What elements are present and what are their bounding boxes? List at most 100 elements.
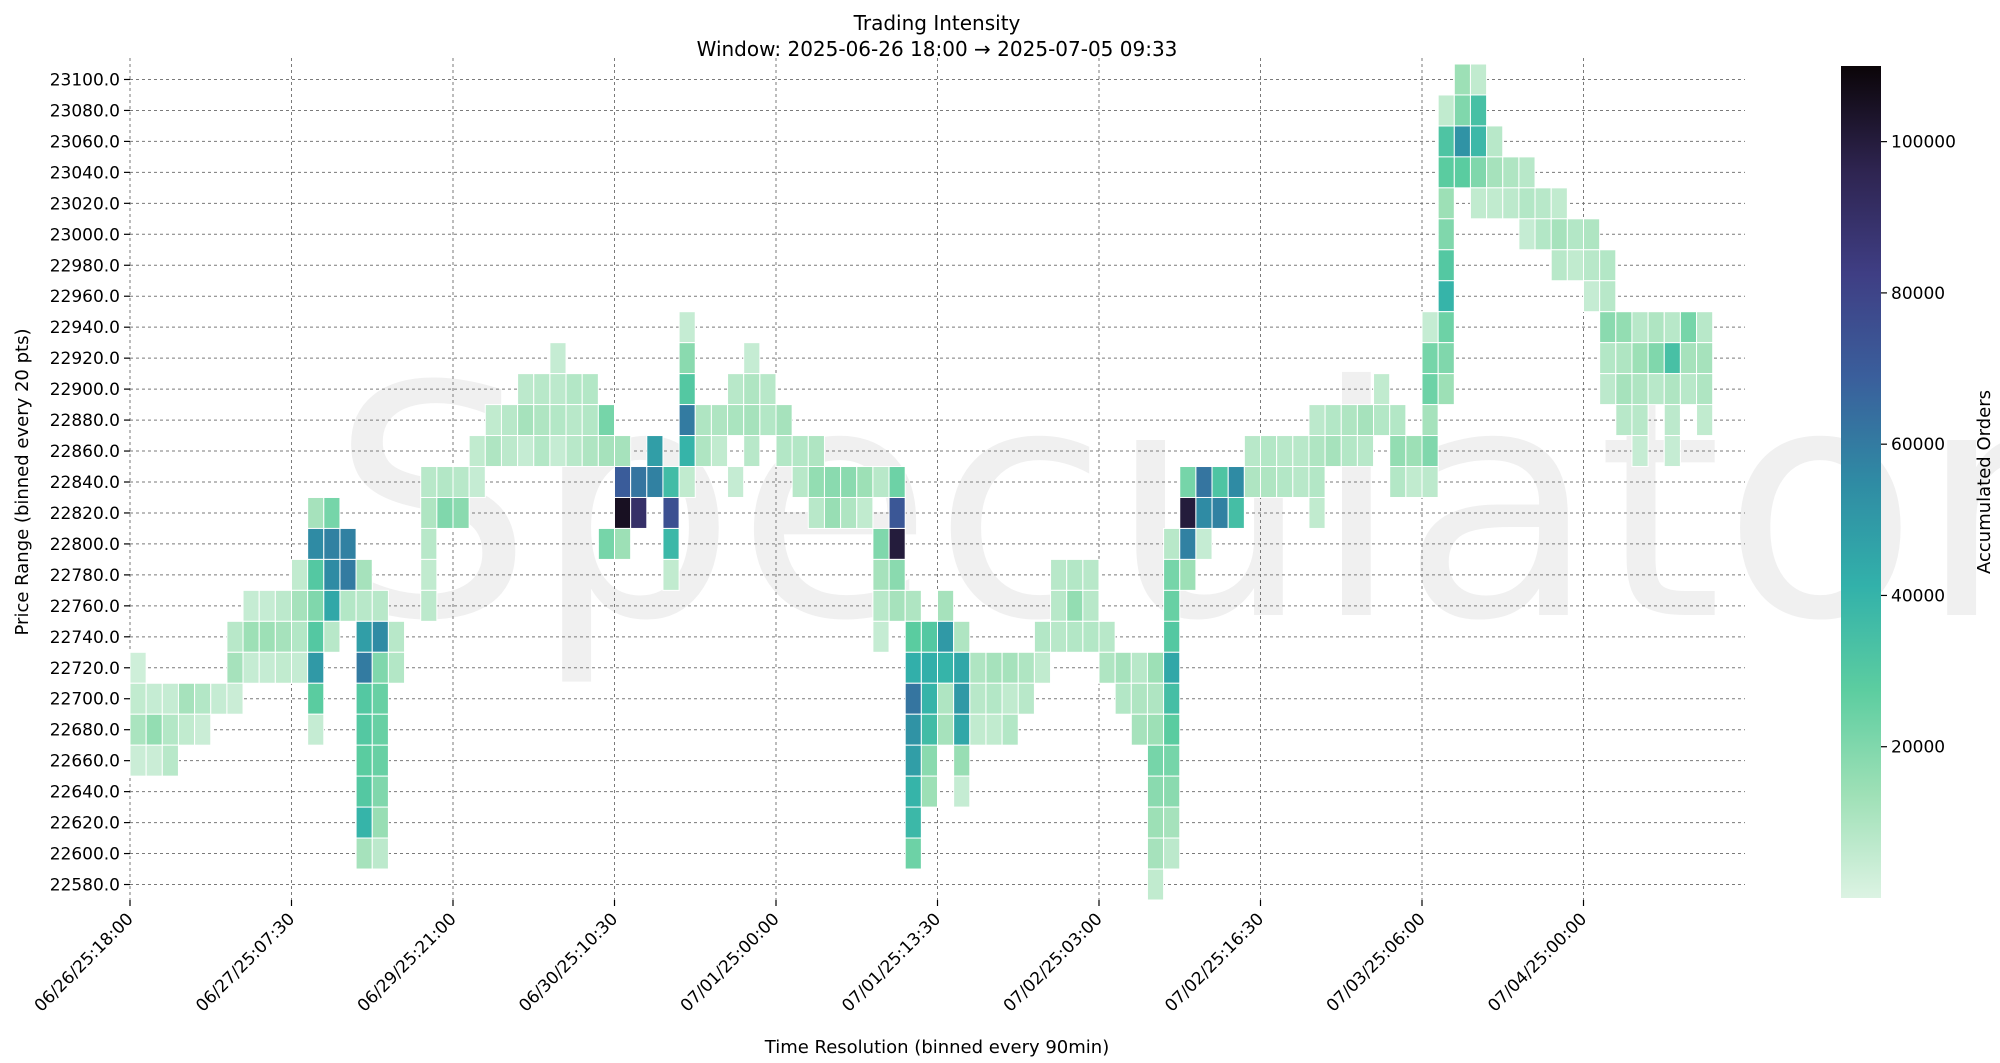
heatmap-cell (1486, 125, 1504, 158)
heatmap-cell (1179, 558, 1197, 591)
heatmap-cell (823, 496, 842, 529)
heatmap-cell (565, 435, 583, 468)
heatmap-cell (1679, 373, 1698, 406)
heatmap-cell (307, 527, 325, 560)
heatmap-cell (614, 435, 632, 468)
y-tick-label: 22680.0 (50, 721, 120, 741)
heatmap-cell (436, 496, 454, 529)
heatmap-cell (1679, 311, 1698, 344)
heatmap-cell (533, 373, 551, 406)
heatmap-cell (1308, 496, 1326, 529)
heatmap-cell (920, 744, 938, 777)
heatmap-cell (1486, 187, 1504, 220)
heatmap-cell (307, 558, 325, 591)
heatmap-cell (920, 682, 938, 715)
heatmap-cell (1502, 187, 1520, 220)
heatmap-cell (985, 651, 1003, 684)
heatmap-cell (1631, 404, 1649, 437)
heatmap-cell (291, 620, 309, 653)
heatmap-cell (1130, 713, 1148, 746)
heatmap-cell (371, 806, 389, 839)
heatmap-cell (1437, 280, 1455, 313)
heatmap-cell (1211, 496, 1229, 529)
heatmap-cell (1146, 868, 1165, 901)
heatmap-cells (129, 63, 1714, 901)
heatmap-cell (1033, 651, 1052, 684)
heatmap-cell (484, 435, 502, 468)
heatmap-cell (1243, 435, 1261, 468)
heatmap-cell (500, 435, 519, 468)
y-tick-label: 22900.0 (50, 380, 120, 400)
heatmap-cell (1146, 682, 1165, 715)
heatmap-cell (1663, 404, 1681, 437)
heatmap-cell (904, 713, 922, 746)
x-tick-label: 06/29/25:21:00 (354, 909, 461, 1016)
heatmap-cell (1050, 558, 1068, 591)
heatmap-cell (1066, 620, 1084, 653)
heatmap-cell (1066, 589, 1084, 622)
heatmap-cell (1373, 404, 1391, 437)
heatmap-cell (549, 404, 567, 437)
heatmap-cell (1405, 466, 1423, 498)
heatmap-cell (1550, 218, 1568, 251)
heatmap-cell (597, 404, 615, 437)
heatmap-cell (533, 435, 551, 468)
heatmap-cell (1566, 218, 1584, 251)
heatmap-cell (339, 527, 357, 560)
heatmap-cell (1421, 311, 1439, 344)
y-tick-label: 22740.0 (50, 628, 120, 648)
heatmap-cell (1211, 466, 1229, 498)
heatmap-cell (614, 496, 632, 529)
x-tick-label: 06/30/25:10:30 (515, 909, 622, 1016)
heatmap-cell (371, 651, 389, 684)
x-tick-label: 07/02/25:16:30 (1161, 909, 1268, 1016)
heatmap-cell (872, 589, 890, 622)
heatmap-cell (1534, 218, 1552, 251)
heatmap-cell (549, 435, 567, 468)
heatmap-cell (1340, 404, 1358, 437)
heatmap-cell (1437, 156, 1455, 189)
y-tick-label: 22840.0 (50, 473, 120, 493)
x-tick-label: 07/01/25:13:30 (838, 909, 945, 1016)
heatmap-cell (1389, 435, 1407, 468)
heatmap-cell (1017, 682, 1035, 715)
y-tick-label: 22700.0 (50, 690, 120, 710)
heatmap-cell (1001, 682, 1019, 715)
heatmap-cell (355, 651, 373, 684)
heatmap-cell (678, 342, 696, 375)
heatmap-cell (1583, 218, 1601, 251)
heatmap-cell (565, 373, 583, 406)
heatmap-cell (258, 620, 276, 653)
heatmap-cell (678, 435, 696, 468)
heatmap-cell (678, 466, 696, 498)
y-tick-label: 22760.0 (50, 597, 120, 617)
heatmap-cell (1163, 837, 1181, 870)
heatmap-cell (323, 527, 341, 560)
heatmap-cell (662, 496, 680, 529)
heatmap-cell (985, 713, 1003, 746)
heatmap-cell (323, 558, 341, 591)
colorbar (1841, 66, 1881, 898)
heatmap-cell (274, 620, 293, 653)
y-tick-label: 23040.0 (50, 163, 120, 183)
heatmap-cell (1340, 435, 1358, 468)
heatmap-cell (727, 373, 745, 406)
heatmap-cell (597, 527, 615, 560)
heatmap-cell (969, 713, 987, 746)
heatmap-cell (307, 589, 325, 622)
heatmap-cell (1082, 589, 1100, 622)
heatmap-cell (662, 558, 680, 591)
heatmap-cell (1550, 187, 1568, 220)
heatmap-cell (1130, 682, 1148, 715)
heatmap-cell (533, 404, 551, 437)
heatmap-cell (371, 744, 389, 777)
x-axis-label: Time Resolution (binned every 90min) (764, 1037, 1109, 1058)
heatmap-cell (1163, 775, 1181, 808)
heatmap-cell (387, 651, 406, 684)
heatmap-cell (1017, 651, 1035, 684)
heatmap-cell (1098, 620, 1116, 653)
heatmap-cell (307, 620, 325, 653)
heatmap-cell (1050, 620, 1068, 653)
colorbar-tick-label: 20000 (1891, 738, 1945, 758)
heatmap-cell (1421, 466, 1439, 498)
